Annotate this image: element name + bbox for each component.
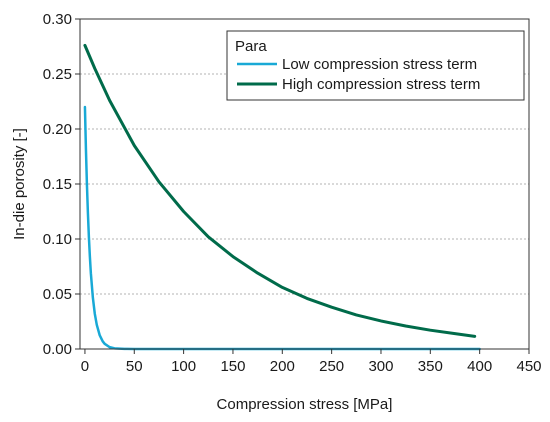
axis-ticks: 0 50 100 150 200 250 300 350 400 450 0.00 0.05 0.10 0…	[43, 11, 542, 375]
gridlines	[80, 73, 529, 295]
y-tick-label: 0.10	[43, 231, 72, 248]
y-axis-label: In-die porosity [-]	[11, 128, 28, 240]
x-tick-label: 50	[126, 358, 143, 375]
y-tick-label: 0.25	[43, 66, 72, 83]
x-axis-label: Compression stress [MPa]	[217, 396, 393, 413]
x-tick-label: 300	[368, 358, 393, 375]
x-tick-label: 250	[319, 358, 344, 375]
x-tick-label: 200	[270, 358, 295, 375]
x-tick-label: 350	[418, 358, 443, 375]
y-tick-label: 0.05	[43, 286, 72, 303]
y-tick-label: 0.00	[43, 341, 72, 358]
legend-box	[226, 30, 525, 101]
y-tick-label: 0.15	[43, 176, 72, 193]
series-line-2	[83, 43, 477, 338]
y-tick-label: 0.20	[43, 121, 72, 138]
y-tick-label: 0.30	[43, 11, 72, 28]
legend-title: Para	[235, 38, 267, 55]
legend-entries: Low compression stress term High compress…	[237, 56, 480, 93]
x-tick-label: 100	[171, 358, 196, 375]
legend-label: Low compression stress term	[282, 56, 477, 73]
series-line-1	[83, 105, 481, 351]
legend-label: High compression stress term	[282, 76, 480, 93]
x-tick-label: 400	[467, 358, 492, 375]
x-tick-label: 0	[81, 358, 89, 375]
x-tick-label: 150	[220, 358, 245, 375]
x-tick-label: 450	[516, 358, 541, 375]
legend: Para Low compression stress term High com…	[226, 30, 525, 101]
